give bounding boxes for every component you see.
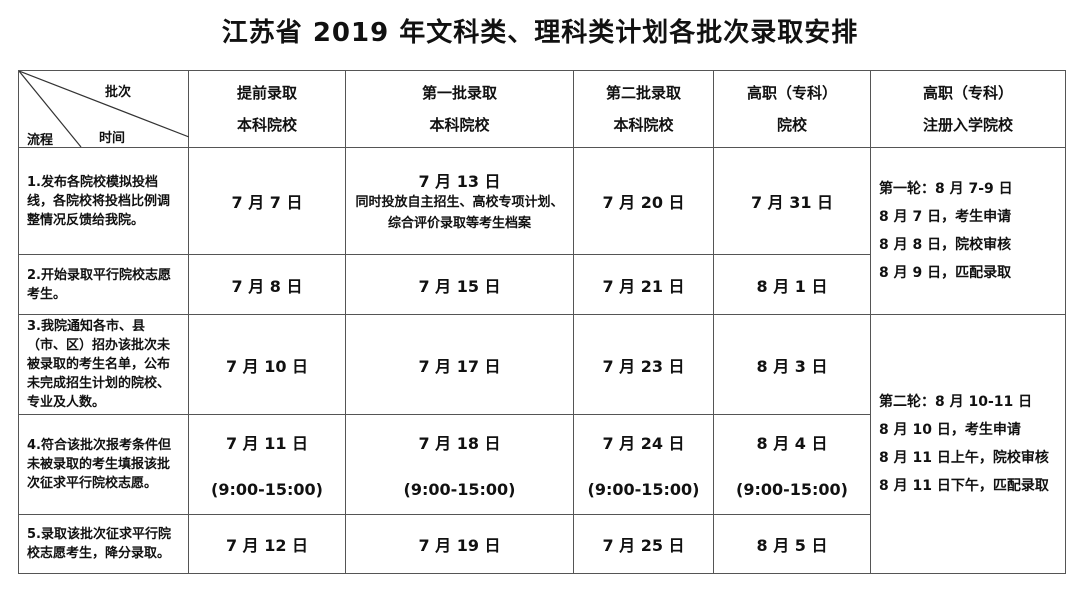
corner-batch: 批次 [105,85,132,100]
date-cell: 7 月 21 日 [573,254,714,315]
col-header: 高职（专科） 注册入学院校 [870,70,1066,148]
date-cell: 7 月 8 日 [188,254,346,315]
diagonal-lines [19,71,189,147]
col-header: 高职（专科） 院校 [713,70,871,148]
col-header: 提前录取 本科院校 [188,70,346,148]
table-row: 3.我院通知各市、县（市、区）招办该批次未被录取的考生名单，公布未完成招生计划的… [18,314,1066,574]
date-cell: 7 月 19 日 [345,514,574,574]
date-cell: 7 月 20 日 [573,147,714,255]
table-row: 2.开始录取平行院校志愿考生。 7 月 8 日 7 月 15 日 7 月 21 … [18,254,1066,315]
corner-process: 流程 [27,133,54,148]
date-cell: 8 月 4 日 (9:00-15:00) [713,414,871,515]
table-row: 5.录取该批次征求平行院校志愿考生，降分录取。 7 月 12 日 7 月 19 … [18,514,1066,574]
date-cell: 7 月 7 日 [188,147,346,255]
date-cell: 7 月 12 日 [188,514,346,574]
date-cell: 7 月 24 日 (9:00-15:00) [573,414,714,515]
process-cell: 1.发布各院校模拟投档线，各院校将投档比例调整情况反馈给我院。 [18,147,189,255]
corner-cell: 批次 流程 时间 [18,70,189,148]
date-cell: 7 月 15 日 [345,254,574,315]
date-cell: 8 月 5 日 [713,514,871,574]
note: 同时投放自主招生、高校专项计划、综合评价录取等考生档案 [355,195,564,231]
col-header: 第二批录取 本科院校 [573,70,714,148]
date-cell: 7 月 18 日 (9:00-15:00) [345,414,574,515]
date-cell: 7 月 23 日 [573,314,714,415]
table-row: 4.符合该批次报考条件但未被录取的考生填报该批次征求平行院校志愿。 7 月 11… [18,414,1066,515]
date-cell: 7 月 11 日 (9:00-15:00) [188,414,346,515]
date-cell: 7 月 31 日 [713,147,871,255]
date-cell: 7 月 25 日 [573,514,714,574]
process-cell: 5.录取该批次征求平行院校志愿考生，降分录取。 [18,514,189,574]
process-cell: 3.我院通知各市、县（市、区）招办该批次未被录取的考生名单，公布未完成招生计划的… [18,314,189,415]
process-cell: 4.符合该批次报考条件但未被录取的考生填报该批次征求平行院校志愿。 [18,414,189,515]
date-cell: 8 月 1 日 [713,254,871,315]
process-cell: 2.开始录取平行院校志愿考生。 [18,254,189,315]
admission-schedule-table: 批次 流程 时间 提前录取 本科院校 第一批录取 本科院校 第二批录取 本科院校 高职… [18,70,1066,574]
corner-time: 时间 [99,131,126,146]
date-cell: 7 月 17 日 [345,314,574,415]
date-cell: 7 月 10 日 [188,314,346,415]
table-row: 1.发布各院校模拟投档线，各院校将投档比例调整情况反馈给我院。 7 月 7 日 … [18,147,1066,315]
col-header: 第一批录取 本科院校 [345,70,574,148]
page-title: 江苏省 2019 年文科类、理科类计划各批次录取安排 [221,18,859,48]
header-row: 批次 流程 时间 提前录取 本科院校 第一批录取 本科院校 第二批录取 本科院校 高职… [18,70,1066,148]
date-cell: 7 月 13 日同时投放自主招生、高校专项计划、综合评价录取等考生档案 [345,147,574,255]
date-cell: 8 月 3 日 [713,314,871,415]
